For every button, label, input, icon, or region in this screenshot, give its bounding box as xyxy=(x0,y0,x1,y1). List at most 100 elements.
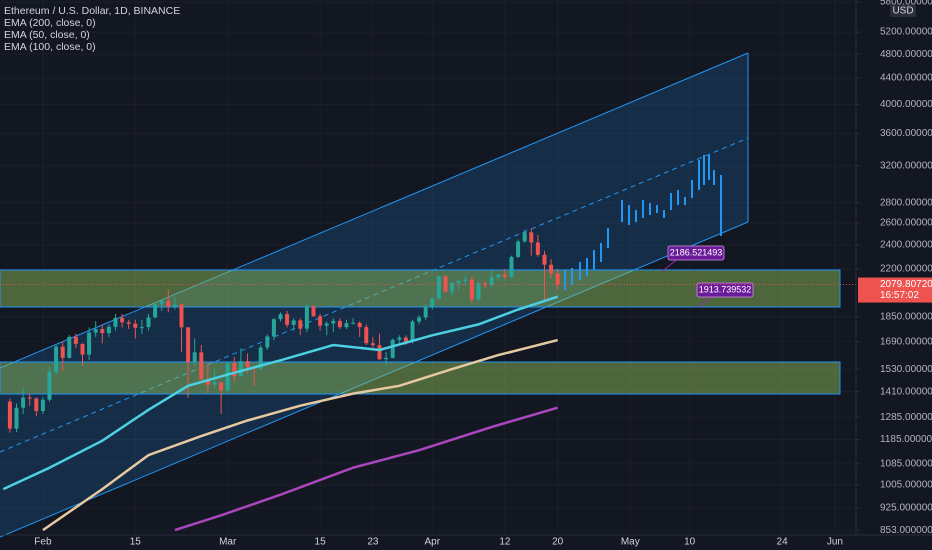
callout-label: 1913.739532 xyxy=(699,284,752,294)
candle-body xyxy=(496,274,501,278)
y-tick-label: 4800.000000 xyxy=(880,49,932,60)
candle-body xyxy=(384,357,389,360)
candle-body xyxy=(73,336,78,344)
candle-body xyxy=(265,336,270,348)
candle-body xyxy=(456,280,461,283)
candle-body xyxy=(212,382,217,385)
callout-box xyxy=(667,245,725,261)
candle-body xyxy=(139,327,144,329)
candle-body xyxy=(489,277,494,286)
candle-body xyxy=(324,323,329,326)
plot: 2186.521493 1913.739532 xyxy=(0,228,856,532)
price-axis xyxy=(856,0,932,550)
currency-badge xyxy=(890,4,916,17)
x-tick-label: 15 xyxy=(130,537,142,548)
y-tick-label: 1085.000000 xyxy=(880,458,932,469)
candle-body xyxy=(450,282,455,292)
x-tick-label: May xyxy=(621,537,640,548)
candle-body xyxy=(397,337,402,340)
candle-body xyxy=(186,327,191,363)
x-tick-label: 23 xyxy=(367,537,379,548)
candle-body xyxy=(113,317,118,327)
grid xyxy=(0,0,856,535)
candle-body xyxy=(463,279,468,281)
candle-body xyxy=(166,300,171,307)
x-tick-label: 24 xyxy=(777,537,789,548)
y-tick-label: 1690.000000 xyxy=(880,336,932,347)
candle-body xyxy=(549,264,554,274)
candle-body xyxy=(172,304,177,307)
candle-body xyxy=(238,361,243,377)
candle-body xyxy=(271,319,276,337)
y-tick-label: 2600.000000 xyxy=(880,218,932,229)
axes: 5800.000000 5200.000000 4800.000000 4400.00… xyxy=(4,0,932,548)
candle-body xyxy=(199,352,204,380)
candle-body xyxy=(370,343,375,346)
candle-body xyxy=(430,298,435,307)
countdown: 16:57:02 xyxy=(880,290,919,301)
candle-body xyxy=(443,276,448,292)
legend-entry: EMA (50, close, 0) xyxy=(4,29,90,41)
y-tick-label: 1285.000000 xyxy=(880,412,932,423)
candle-body xyxy=(377,345,382,360)
legend-entry: EMA (200, close, 0) xyxy=(4,17,96,29)
y-tick-label: 1530.000000 xyxy=(880,364,932,375)
candle-body xyxy=(146,317,151,328)
candle-body xyxy=(219,382,224,391)
x-tick-label: 10 xyxy=(684,537,696,548)
candle-body xyxy=(285,314,290,325)
x-tick-label: 20 xyxy=(552,537,564,548)
candle-body xyxy=(14,407,19,429)
candle-body xyxy=(159,300,164,305)
y-tick-label: 5800.000000 xyxy=(880,0,932,8)
candle-body xyxy=(542,254,547,265)
candle-body xyxy=(357,322,362,328)
callout-pointer xyxy=(696,296,713,308)
y-tick-label: 2800.000000 xyxy=(880,197,932,208)
last-price: 2079.807207 xyxy=(880,279,932,290)
candle-body xyxy=(522,232,527,242)
candle-body xyxy=(60,346,65,358)
candle-body xyxy=(120,317,125,323)
candle-body xyxy=(410,321,415,342)
legend-entry: EMA (100, close, 0) xyxy=(4,41,96,53)
candle-body xyxy=(47,371,52,400)
candle-body xyxy=(258,347,263,369)
candle-body xyxy=(337,320,342,328)
y-tick-label: 5200.000000 xyxy=(880,27,932,38)
candle-body xyxy=(93,329,98,333)
candle-body xyxy=(516,241,521,257)
candle-body xyxy=(40,399,45,412)
candle-body xyxy=(291,320,296,325)
currency: USD xyxy=(892,6,913,17)
candle-body xyxy=(232,363,237,377)
y-tick-label: 925.000000 xyxy=(880,502,932,513)
candle-body xyxy=(54,346,59,372)
candle-body xyxy=(304,306,309,329)
y-tick-label: 1410.000000 xyxy=(880,386,932,397)
candle-body xyxy=(192,352,197,363)
candle-body xyxy=(331,320,336,324)
candle-body xyxy=(67,336,72,358)
candle-body xyxy=(535,242,540,255)
candle-body xyxy=(7,401,12,429)
y-tick-label: 1005.000000 xyxy=(880,480,932,491)
y-tick-label: 2200.000000 xyxy=(880,264,932,275)
candle-body xyxy=(80,343,85,355)
candle-body xyxy=(126,322,131,324)
ema-line xyxy=(174,406,559,532)
candle-body xyxy=(311,306,316,317)
candle-body xyxy=(245,361,250,368)
candle-body xyxy=(318,316,323,326)
channel-bottom xyxy=(0,221,749,538)
candle-body xyxy=(403,337,408,342)
candle-body xyxy=(390,339,395,358)
candle-body xyxy=(278,314,283,320)
callout-pointer xyxy=(662,259,677,272)
ema-line xyxy=(42,338,559,532)
candle-body xyxy=(509,256,514,277)
candle-body xyxy=(106,326,111,334)
x-tick-label: 12 xyxy=(499,537,511,548)
